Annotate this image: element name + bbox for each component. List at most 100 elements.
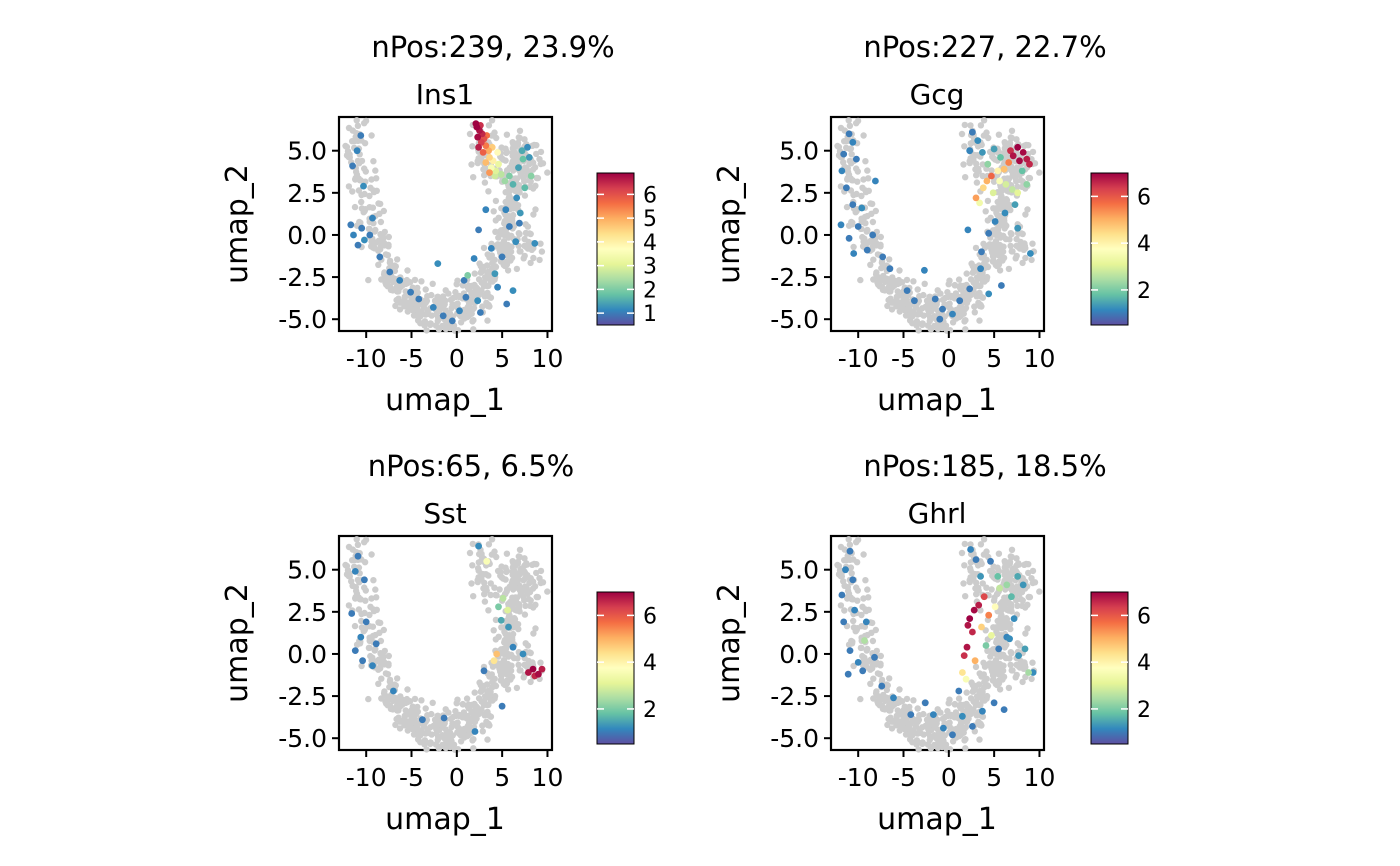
expression-point: [1027, 250, 1034, 257]
background-cell-point: [520, 674, 527, 681]
expression-point: [1014, 224, 1022, 232]
background-cell-point: [845, 117, 852, 124]
expression-point: [386, 268, 394, 276]
y-tick-label: 2.5: [779, 598, 819, 627]
expression-point: [366, 231, 374, 239]
background-cell-point: [1008, 650, 1015, 657]
expression-point: [376, 253, 384, 261]
background-cell-point: [502, 630, 509, 638]
expression-point: [850, 250, 858, 257]
colorbar-tick-label: 4: [1137, 232, 1151, 257]
background-cell-point: [537, 567, 545, 575]
expression-point: [464, 272, 472, 279]
expression-point: [849, 138, 857, 146]
background-cell-point: [414, 721, 422, 728]
background-cell-point: [492, 228, 499, 235]
background-cell-point: [527, 575, 534, 582]
expression-point: [963, 643, 971, 651]
expression-point: [1021, 645, 1029, 653]
background-cell-point: [846, 122, 854, 129]
expression-point: [472, 120, 480, 128]
background-cell-point: [427, 320, 434, 327]
expression-point: [969, 723, 976, 730]
background-cell-point: [1008, 231, 1015, 238]
background-cell-point: [417, 308, 425, 315]
background-cell-point: [536, 256, 543, 264]
background-cell-point: [989, 569, 996, 576]
expression-point: [840, 618, 848, 626]
background-cell-point: [473, 706, 480, 713]
background-cell-point: [352, 174, 359, 182]
background-cell-point: [361, 140, 369, 147]
expression-point: [516, 219, 523, 227]
expressing-cells: [837, 128, 1034, 323]
background-cell-point: [870, 695, 877, 702]
background-cell-point: [1010, 565, 1017, 572]
background-cell-point: [876, 702, 883, 709]
expression-point: [966, 147, 974, 155]
background-cell-point: [351, 622, 359, 630]
background-cell-point: [920, 710, 927, 718]
background-cell-point: [937, 709, 944, 716]
background-cell-point: [1006, 236, 1013, 243]
background-cell-point: [360, 626, 367, 633]
background-cell-point: [401, 720, 408, 727]
expression-point: [879, 253, 887, 261]
background-cell-point: [926, 293, 933, 301]
background-cell-point: [435, 721, 443, 728]
background-cell-point: [934, 321, 941, 329]
colorbar-ticks: 2 4 6: [597, 604, 657, 723]
background-cell-point: [1007, 206, 1014, 214]
background-cell-point: [354, 122, 362, 129]
background-cell-point: [391, 262, 398, 269]
background-cell-point: [454, 696, 461, 703]
background-cell-point: [1005, 570, 1012, 577]
y-tick-label: -5.0: [770, 724, 819, 753]
background-cell-point: [516, 231, 523, 238]
background-cell-point: [380, 626, 387, 634]
background-cell-point: [961, 282, 968, 289]
background-cell-point: [865, 594, 872, 601]
background-cell-point: [884, 302, 891, 310]
background-cell-point: [843, 144, 850, 151]
colorbar: [596, 172, 635, 326]
background-cell-point: [1005, 265, 1013, 273]
colorbar-tick-label: 6: [1137, 185, 1151, 210]
background-cell-point: [869, 637, 877, 645]
background-cell-point: [401, 301, 408, 308]
background-cell-point: [957, 312, 964, 320]
expression-point: [351, 647, 359, 654]
background-cell-point: [474, 158, 481, 165]
expression-point: [972, 194, 980, 202]
background-cell-point: [417, 320, 424, 327]
background-cell-point: [423, 746, 430, 753]
background-cell-point: [343, 571, 351, 578]
background-cell-point: [495, 633, 502, 640]
background-cell-point: [491, 263, 499, 270]
background-cell-point: [442, 321, 449, 329]
background-cell-point: [978, 254, 985, 261]
background-cell-point: [434, 712, 441, 720]
background-cell-point: [979, 697, 986, 704]
background-cell-point: [990, 672, 997, 679]
background-cell-point: [910, 278, 917, 285]
background-cell-point: [863, 240, 870, 247]
background-cell-point: [997, 614, 1004, 621]
background-cell-point: [464, 712, 471, 720]
expression-point: [966, 285, 974, 293]
panel-title: nPos:239, 23.9%: [371, 30, 614, 64]
background-cell-point: [510, 141, 517, 148]
background-cell-point: [366, 192, 373, 200]
colorbar: [1090, 172, 1129, 326]
background-cell-point: [410, 708, 417, 716]
background-cell-point: [345, 543, 353, 551]
background-cell-point: [983, 263, 991, 270]
colorbar-ticks: 2 4 6: [1091, 604, 1151, 723]
background-cell-point: [465, 312, 472, 320]
background-cell-point: [835, 571, 843, 578]
expression-point: [439, 312, 447, 320]
background-cell-point: [435, 302, 443, 309]
background-cell-point: [503, 550, 511, 557]
colorbar-tick-label: 3: [643, 255, 657, 280]
background-cell-point: [411, 715, 418, 723]
